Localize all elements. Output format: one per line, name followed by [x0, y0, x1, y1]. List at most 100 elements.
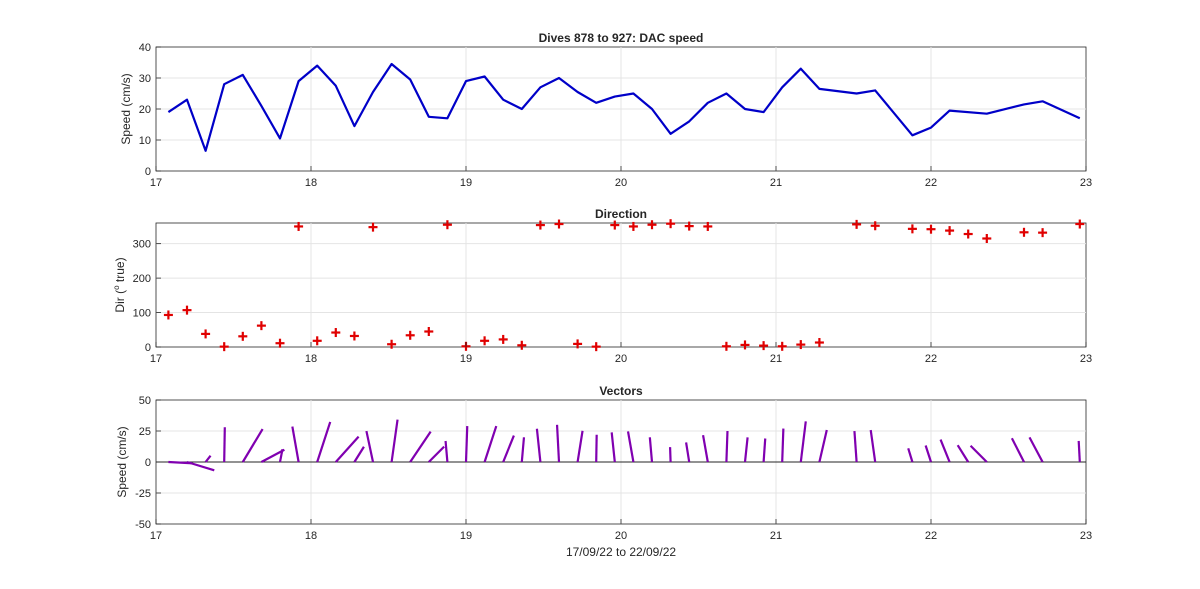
speed-x-tick-label: 17	[150, 177, 162, 189]
vector-stick	[799, 421, 807, 463]
speed-panel: Dives 878 to 927: DAC speed 17 18 19 20 21 22…	[119, 31, 1092, 189]
vector-stick	[365, 430, 375, 463]
direction-point	[1075, 219, 1085, 229]
speed-x-tick-label: 18	[305, 177, 317, 189]
direction-point	[982, 234, 992, 243]
direction-point	[777, 341, 787, 351]
vectors-y-tick-label: -25	[135, 488, 151, 500]
direction-point	[424, 327, 434, 336]
vector-stick	[626, 431, 635, 463]
direction-point	[275, 338, 285, 348]
vector-stick	[576, 430, 584, 463]
direction-point	[480, 336, 490, 346]
direction-y-tick-label: 100	[133, 308, 151, 320]
direction-point	[442, 220, 452, 230]
direction-point	[963, 229, 973, 239]
direction-point	[517, 340, 527, 350]
direction-grid	[156, 223, 1086, 347]
direction-point	[182, 305, 192, 315]
direction-point	[1019, 227, 1029, 237]
vector-stick	[428, 445, 445, 463]
speed-series-line	[167, 62, 1081, 152]
direction-x-tick-label: 20	[615, 353, 627, 365]
speed-x-tick-label: 19	[460, 177, 472, 189]
speed-x-tick-label: 21	[770, 177, 782, 189]
direction-x-tick-label: 17	[150, 353, 162, 365]
direction-marks	[163, 219, 1085, 352]
vector-stick	[907, 448, 914, 463]
vector-stick	[291, 426, 300, 463]
direction-ticks: 17 18 19 20 21 22 23 0 100 200 300	[133, 239, 1092, 365]
direction-point	[684, 221, 694, 231]
vector-stick	[685, 442, 691, 463]
direction-x-tick-label: 19	[460, 353, 472, 365]
direction-point	[498, 334, 508, 344]
direction-point	[870, 221, 880, 231]
speed-ticks: 17 18 19 20 21 22 23 0 10 20 30 40	[139, 42, 1092, 189]
vector-stick	[535, 428, 542, 463]
direction-point	[945, 226, 955, 236]
speed-x-tick-label: 20	[615, 177, 627, 189]
vectors-y-tick-label: 0	[145, 457, 151, 469]
direction-point	[759, 341, 769, 351]
vectors-panel-title: Vectors	[599, 384, 643, 398]
vectors-y-axis-label: Speed (cm/s)	[115, 426, 129, 497]
direction-point	[796, 340, 806, 350]
vector-stick	[520, 437, 526, 463]
vector-stick	[701, 434, 709, 463]
vector-stick	[409, 431, 432, 463]
vectors-marks	[156, 419, 1086, 472]
vector-stick	[278, 449, 284, 463]
vector-stick	[390, 419, 399, 463]
speed-x-tick-label: 23	[1080, 177, 1092, 189]
direction-y-tick-label: 200	[133, 273, 151, 285]
vector-stick	[334, 435, 360, 463]
vector-stick	[555, 424, 561, 463]
direction-point	[349, 331, 359, 341]
vectors-x-tick-label: 18	[305, 530, 317, 542]
vector-stick	[725, 430, 729, 463]
vector-stick	[241, 428, 264, 463]
vectors-x-tick-label: 19	[460, 530, 472, 542]
vectors-panel: Vectors 17 18 19 20 21 22 23 -50 -25 0 25 50 Speed …	[115, 384, 1092, 559]
vector-stick	[502, 435, 515, 463]
vector-stick	[204, 454, 212, 463]
direction-panel: Direction 17 18 19 20 21 22 23 0 100 200 300 Dir (…	[112, 207, 1092, 365]
vectors-x-tick-label: 22	[925, 530, 937, 542]
direction-point	[1038, 228, 1048, 238]
vectors-x-tick-label: 21	[770, 530, 782, 542]
speed-marks	[167, 62, 1081, 152]
vectors-y-tick-label: -50	[135, 519, 151, 531]
direction-point	[814, 338, 824, 348]
vector-stick	[853, 430, 858, 463]
direction-point	[201, 329, 211, 339]
direction-point	[294, 221, 304, 231]
direction-point	[387, 339, 397, 349]
speed-panel-title: Dives 878 to 927: DAC speed	[539, 31, 704, 45]
direction-point	[163, 310, 173, 320]
vector-stick	[956, 444, 970, 463]
vector-stick	[668, 447, 672, 463]
direction-x-tick-label: 21	[770, 353, 782, 365]
vector-stick	[464, 426, 469, 463]
vector-stick	[939, 439, 951, 463]
direction-point	[312, 336, 322, 346]
vector-stick	[762, 438, 767, 463]
vector-stick	[648, 437, 654, 463]
direction-point	[647, 220, 657, 230]
direction-y-label-prefix: Dir (	[113, 290, 127, 313]
vectors-x-tick-label: 20	[615, 530, 627, 542]
direction-y-tick-label: 300	[133, 239, 151, 251]
vector-stick	[781, 428, 785, 463]
vector-stick	[1028, 436, 1044, 463]
vectors-ticks: 17 18 19 20 21 22 23 -50 -25 0 25 50	[135, 395, 1092, 542]
direction-point	[331, 328, 341, 338]
speed-y-tick-label: 10	[139, 135, 151, 147]
speed-y-tick-label: 20	[139, 104, 151, 116]
speed-grid	[156, 47, 1086, 171]
vector-stick	[260, 448, 285, 463]
vector-stick	[818, 429, 828, 463]
speed-x-tick-label: 22	[925, 177, 937, 189]
vector-stick	[353, 446, 365, 463]
vector-stick	[924, 445, 933, 463]
